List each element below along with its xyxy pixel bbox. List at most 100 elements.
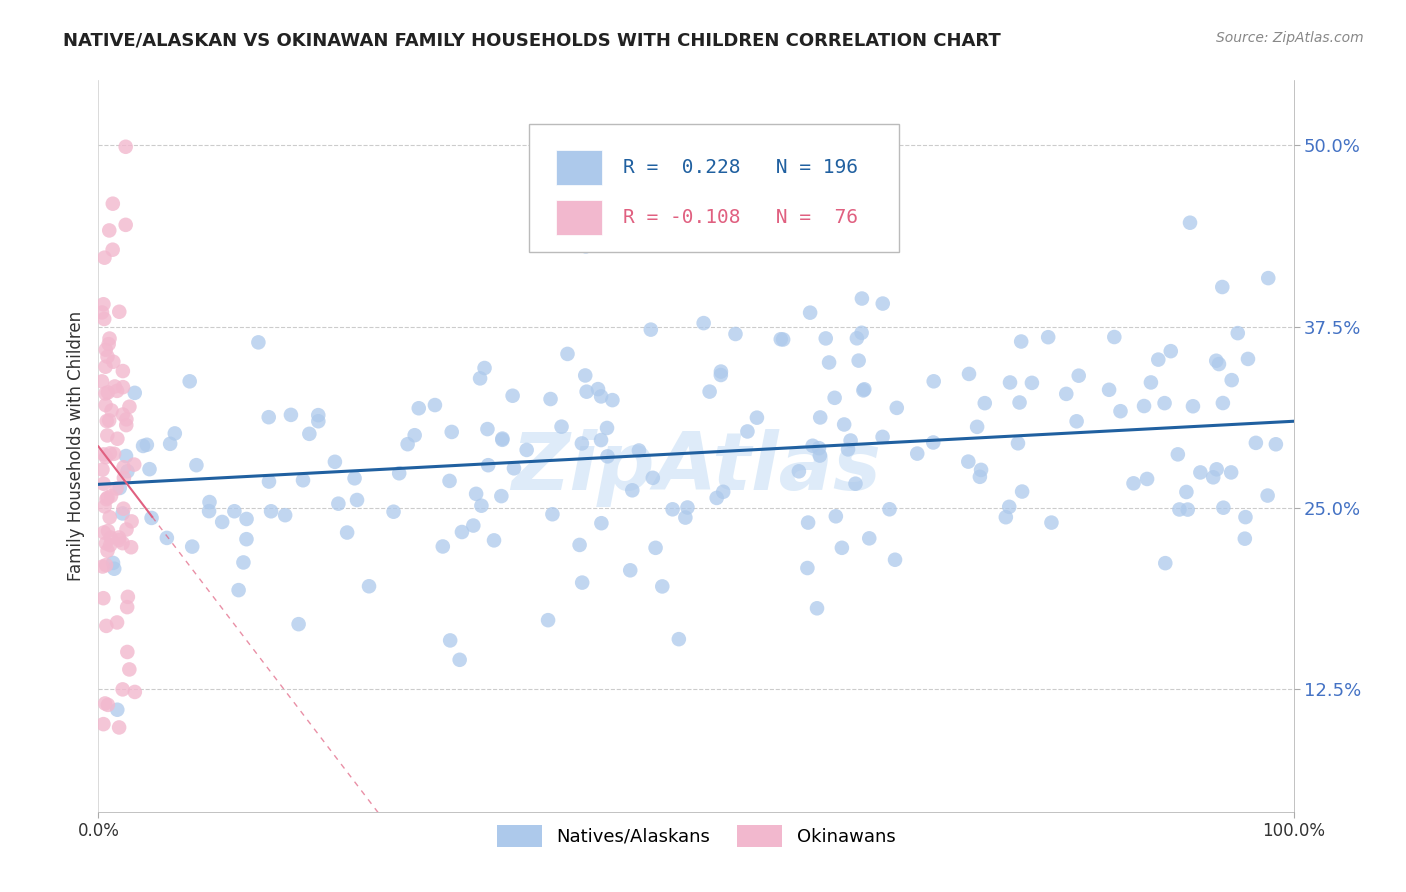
Point	[423, 398, 446, 412]
Point	[1122, 476, 1144, 491]
Point	[586, 382, 609, 396]
Point	[1257, 489, 1279, 503]
Point	[91, 375, 114, 389]
Point	[1211, 280, 1233, 294]
Point	[905, 447, 928, 461]
Point	[100, 403, 122, 417]
Point	[111, 507, 134, 521]
Point	[998, 376, 1021, 390]
Point	[98, 413, 121, 427]
Point	[796, 561, 818, 575]
Point	[115, 600, 138, 615]
Point	[228, 583, 250, 598]
Point	[1054, 387, 1077, 401]
Point	[439, 633, 461, 648]
Point	[886, 401, 908, 415]
Point	[449, 653, 471, 667]
Point	[797, 516, 820, 530]
Point	[94, 359, 117, 374]
Point	[640, 323, 662, 337]
Point	[298, 426, 321, 441]
Point	[105, 703, 128, 717]
Text: ZipAtlas: ZipAtlas	[510, 429, 882, 507]
Point	[482, 533, 505, 548]
Point	[111, 536, 134, 550]
Point	[186, 458, 208, 472]
Point	[1205, 462, 1227, 476]
Point	[1040, 516, 1063, 530]
Point	[1010, 334, 1032, 349]
Point	[807, 441, 830, 455]
Point	[824, 509, 846, 524]
Point	[1147, 352, 1170, 367]
Point	[93, 297, 115, 311]
Point	[1140, 376, 1163, 390]
Point	[260, 504, 283, 518]
Point	[93, 312, 115, 326]
Point	[103, 562, 125, 576]
Point	[98, 538, 121, 552]
Point	[699, 384, 721, 399]
Point	[537, 613, 560, 627]
Point	[382, 505, 405, 519]
Point	[112, 460, 135, 475]
Point	[1257, 271, 1279, 285]
Point	[470, 499, 492, 513]
Point	[111, 364, 134, 378]
Point	[852, 384, 875, 398]
Point	[799, 306, 821, 320]
Point	[468, 371, 491, 385]
Point	[307, 408, 329, 422]
Point	[651, 579, 673, 593]
Point	[1021, 376, 1043, 390]
Point	[571, 436, 593, 450]
Text: NATIVE/ALASKAN VS OKINAWAN FAMILY HOUSEHOLDS WITH CHILDREN CORRELATION CHART: NATIVE/ALASKAN VS OKINAWAN FAMILY HOUSEH…	[63, 31, 1001, 49]
Point	[540, 392, 562, 406]
Point	[112, 501, 135, 516]
Point	[101, 243, 124, 257]
Point	[1153, 396, 1175, 410]
Point	[108, 481, 131, 495]
Point	[224, 504, 246, 518]
Point	[98, 332, 121, 346]
Point	[97, 337, 120, 351]
Point	[845, 331, 868, 345]
Point	[1098, 383, 1121, 397]
Point	[94, 398, 117, 412]
Point	[668, 632, 690, 647]
Point	[710, 368, 733, 382]
Point	[772, 333, 794, 347]
Point	[1177, 502, 1199, 516]
Point	[141, 511, 163, 525]
Point	[94, 343, 117, 357]
Point	[969, 470, 991, 484]
Point	[108, 721, 131, 735]
Point	[121, 515, 143, 529]
Point	[111, 408, 134, 422]
FancyBboxPatch shape	[557, 200, 602, 235]
Point	[1007, 436, 1029, 450]
Point	[336, 525, 359, 540]
Point	[1066, 414, 1088, 428]
Point	[1104, 330, 1126, 344]
Point	[596, 421, 619, 435]
Point	[96, 428, 118, 442]
Point	[235, 532, 257, 546]
Point	[1212, 500, 1234, 515]
Point	[1220, 466, 1243, 480]
Point	[541, 507, 564, 521]
Text: Source: ZipAtlas.com: Source: ZipAtlas.com	[1216, 31, 1364, 45]
Point	[503, 461, 526, 475]
Point	[491, 489, 513, 503]
Point	[235, 512, 257, 526]
Point	[257, 475, 280, 489]
Point	[274, 508, 297, 523]
Point	[115, 449, 138, 463]
Point	[619, 563, 641, 577]
Point	[120, 540, 142, 554]
Point	[108, 304, 131, 318]
Text: R =  0.228   N = 196: R = 0.228 N = 196	[623, 158, 858, 177]
Point	[198, 495, 221, 509]
Point	[135, 438, 157, 452]
Point	[591, 389, 613, 403]
